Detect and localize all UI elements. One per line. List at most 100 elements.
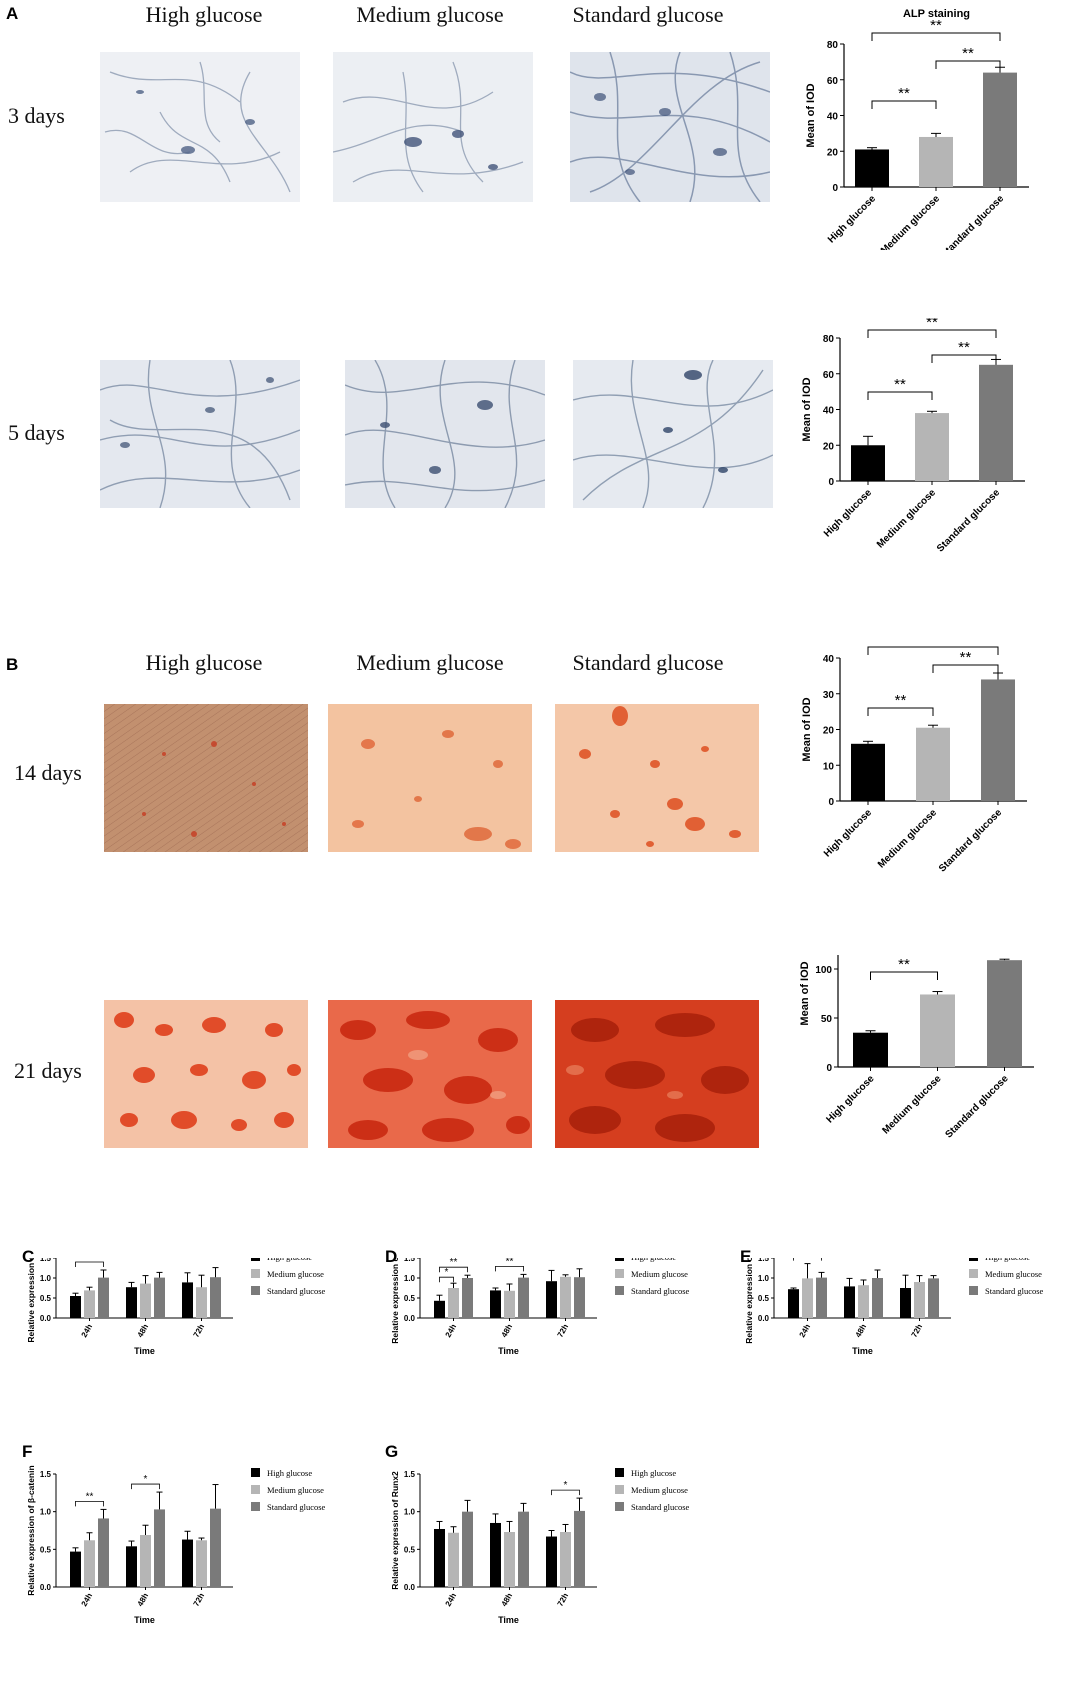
y-tick-label: 0.0 [404, 1314, 416, 1323]
bar-24h-0 [70, 1551, 81, 1587]
bar-72h-0 [900, 1288, 911, 1318]
significance-bracket [867, 329, 997, 338]
y-tick-label: 1.0 [758, 1274, 770, 1283]
chart-title: ALP staining [903, 8, 970, 20]
x-tick-label: Medium glucose [879, 193, 942, 250]
significance-bracket [75, 1501, 104, 1507]
legend-label-0: High glucose [985, 1258, 1030, 1262]
x-tick-label: Standard glucose [939, 193, 1006, 250]
legend-label-1: Medium glucose [267, 1269, 324, 1279]
y-axis-label: Relative expression of OCN [392, 1258, 400, 1344]
bar-2 [983, 72, 1017, 187]
significance-label: ** [898, 956, 910, 973]
y-tick-label: 0.5 [404, 1294, 416, 1303]
bar-24h-1 [802, 1278, 813, 1318]
bar-1 [915, 413, 949, 481]
legend-label-2: Standard glucose [267, 1502, 326, 1512]
significance-bracket [439, 1266, 468, 1273]
legend-swatch-2 [251, 1286, 260, 1295]
legend-label-0: High glucose [631, 1468, 676, 1478]
bar-0 [853, 1032, 888, 1067]
significance-bracket [75, 1261, 104, 1267]
x-tick-label: Standard glucose [944, 1073, 1011, 1140]
bar-48h-1 [140, 1283, 151, 1318]
x-tick-label: Standard glucose [937, 807, 1004, 874]
chart-alizarin-14-days: Alizarin Red S staining010203040Mean of … [801, 644, 1027, 874]
y-tick-label: 1.5 [404, 1258, 416, 1263]
bar-48h-2 [154, 1277, 165, 1318]
y-tick-label: 40 [827, 112, 839, 123]
significance-label: * [445, 1267, 449, 1278]
significance-label: ** [450, 1258, 458, 1268]
y-tick-label: 0.5 [758, 1294, 770, 1303]
micrograph-ars-21d-standard [555, 1000, 759, 1148]
x-tick-label: 24h [80, 1322, 95, 1339]
bar-24h-1 [84, 1540, 95, 1587]
bar-2 [987, 960, 1022, 1067]
bar-24h-0 [788, 1289, 799, 1318]
y-axis-label: Relative expression of Runx2 [392, 1471, 400, 1590]
bar-24h-1 [448, 1288, 459, 1318]
bar-48h-1 [504, 1532, 515, 1587]
significance-bracket [870, 971, 938, 980]
x-tick-label: 48h [500, 1591, 515, 1608]
y-tick-label: 0.5 [40, 1294, 52, 1303]
legend-swatch-0 [251, 1258, 260, 1261]
panel-label-a: A [6, 4, 19, 23]
micrograph-ars-14d-medium [328, 704, 532, 852]
x-tick-label: 24h [444, 1322, 459, 1339]
legend-label-1: Medium glucose [631, 1269, 688, 1279]
significance-label: * [564, 1480, 568, 1491]
x-axis-label: Time [852, 1346, 873, 1356]
x-tick-label: High glucose [822, 807, 874, 859]
y-tick-label: 0.0 [40, 1314, 52, 1323]
y-tick-label: 1.0 [40, 1508, 52, 1517]
bar-72h-2 [210, 1508, 221, 1587]
panel-label-c: C [22, 1247, 35, 1266]
x-tick-label: High glucose [824, 1073, 876, 1125]
bar-72h-0 [182, 1539, 193, 1587]
legend-swatch-1 [251, 1269, 260, 1278]
significance-bracket [932, 664, 999, 673]
chart-d-ocn-expression: 0.0 0.5 1.0 1.5 Relative expression of OCN 24… [392, 1258, 690, 1356]
micrograph-alp-3d-high [100, 52, 300, 202]
chart-g-runx2-expression: 0.0 0.5 1.0 1.5 Relative expression of Runx2… [392, 1468, 690, 1625]
chart-f-beta-catenin-expression: 0.0 0.5 1.0 1.5 Relative expression of β-cat… [28, 1465, 326, 1625]
x-tick-label: 48h [500, 1322, 515, 1339]
y-axis-label: Relative expression of ALP [28, 1258, 36, 1343]
y-axis-label: Mean of IOD [805, 83, 817, 147]
y-tick-label: 40 [823, 406, 835, 417]
row-header-21-days: 21 days [14, 1058, 82, 1083]
panel-label-f: F [22, 1442, 33, 1461]
y-tick-label: 60 [827, 76, 839, 87]
x-tick-label: 72h [556, 1322, 571, 1339]
panel-label-e: E [740, 1247, 752, 1266]
y-tick-label: 0 [828, 797, 834, 808]
bar-1 [919, 136, 953, 187]
y-tick-label: 0.0 [40, 1583, 52, 1592]
micrograph-ars-21d-high [104, 1000, 308, 1148]
legend-swatch-2 [615, 1502, 624, 1511]
chart-c-alp-expression: 0.0 0.5 1.0 1.5 Relative expression of ALP 24… [28, 1258, 326, 1356]
y-tick-label: 0.0 [758, 1314, 770, 1323]
legend-swatch-0 [251, 1468, 260, 1477]
bar-48h-0 [126, 1287, 137, 1318]
legend-swatch-0 [969, 1258, 978, 1261]
y-tick-label: 1.0 [404, 1508, 416, 1517]
bar-2 [981, 679, 1015, 801]
bar-48h-0 [126, 1546, 137, 1587]
y-tick-label: 0.5 [404, 1545, 416, 1554]
x-tick-label: Medium glucose [880, 1073, 943, 1136]
bar-24h-0 [434, 1528, 445, 1587]
chart-alizarin-21-days: Alizarin Red S staining050100150Mean of … [799, 955, 1034, 1140]
y-tick-label: 1.5 [40, 1470, 52, 1479]
y-tick-label: 1.5 [404, 1470, 416, 1479]
y-tick-label: 20 [823, 441, 835, 452]
bar-0 [855, 149, 889, 187]
bar-0 [851, 743, 885, 801]
x-tick-label: 24h [798, 1322, 813, 1339]
significance-label: ** [895, 692, 907, 709]
legend-swatch-2 [251, 1502, 260, 1511]
bar-72h-1 [914, 1282, 925, 1318]
